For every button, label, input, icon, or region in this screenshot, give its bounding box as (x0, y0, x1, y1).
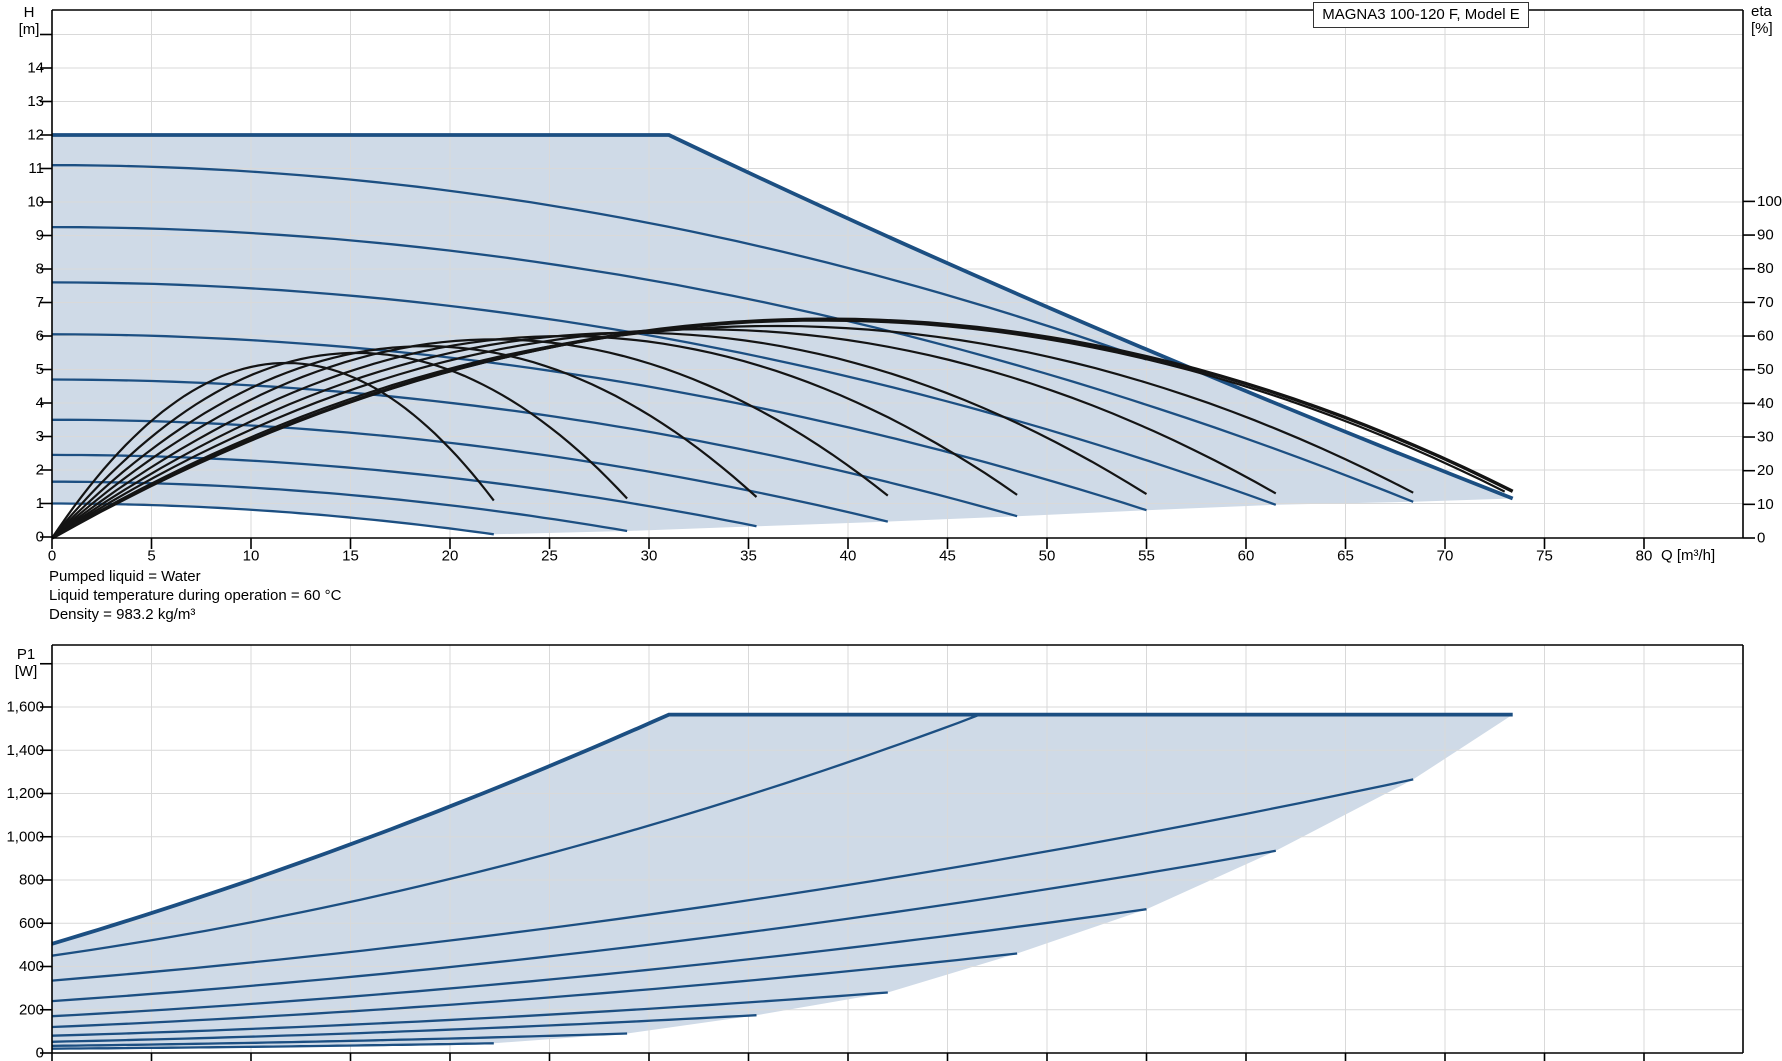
svg-text:60: 60 (1238, 548, 1255, 565)
svg-text:11: 11 (28, 160, 44, 177)
svg-text:20: 20 (1757, 462, 1774, 479)
svg-text:12: 12 (27, 127, 44, 144)
svg-text:9: 9 (36, 227, 44, 244)
svg-text:45: 45 (939, 548, 956, 565)
info-liquid-temperature: Liquid temperature during operation = 60… (49, 587, 342, 604)
p1-axis-label: P1 [W] (5, 646, 47, 680)
svg-text:55: 55 (1138, 548, 1155, 565)
svg-text:10: 10 (243, 548, 260, 565)
hq-chart-canvas: 0 5 10 15 20 25 30 35 40 45 50 55 60 65 70 75 8001234567… (27, 9, 1782, 565)
svg-text:6: 6 (36, 328, 44, 345)
liquid-info-block: Pumped liquid = Water Liquid temperature… (49, 567, 341, 624)
pump-model-title: MAGNA3 100-120 F, Model E (1313, 2, 1529, 28)
eta-axis-label-line1: eta (1751, 3, 1772, 20)
svg-text:30: 30 (1757, 429, 1774, 446)
h-axis-label: H [m] (8, 4, 50, 38)
svg-text:65: 65 (1337, 548, 1354, 565)
svg-text:5: 5 (36, 361, 44, 378)
svg-text:80: 80 (1636, 548, 1653, 565)
svg-text:1: 1 (36, 495, 44, 512)
svg-text:60: 60 (1757, 328, 1774, 345)
svg-text:80: 80 (1757, 260, 1774, 277)
svg-text:7: 7 (36, 294, 44, 311)
svg-text:14: 14 (27, 60, 44, 77)
svg-text:10: 10 (1757, 496, 1774, 513)
svg-text:1,400: 1,400 (6, 742, 44, 759)
p1-axis-label-line2: [W] (14, 663, 38, 680)
svg-text:13: 13 (27, 93, 44, 110)
svg-text:600: 600 (19, 915, 44, 932)
svg-text:40: 40 (1757, 395, 1774, 412)
svg-text:40: 40 (840, 548, 857, 565)
p1-axis-label-line1: P1 (16, 646, 36, 663)
svg-text:70: 70 (1757, 294, 1774, 311)
svg-text:25: 25 (541, 548, 558, 565)
svg-text:90: 90 (1757, 227, 1774, 244)
svg-text:8: 8 (36, 261, 44, 278)
svg-text:10: 10 (27, 194, 44, 211)
svg-text:100: 100 (1757, 193, 1782, 210)
svg-text:50: 50 (1039, 548, 1056, 565)
svg-text:0: 0 (48, 548, 56, 565)
info-density: Density = 983.2 kg/m³ (49, 606, 196, 623)
svg-text:5: 5 (147, 548, 155, 565)
svg-text:4: 4 (36, 395, 44, 412)
svg-text:0: 0 (36, 1045, 44, 1061)
svg-text:1,200: 1,200 (6, 785, 44, 802)
svg-text:50: 50 (1757, 361, 1774, 378)
svg-text:0: 0 (1757, 530, 1765, 547)
svg-text:2: 2 (36, 462, 44, 479)
h-axis-label-line1: H (23, 4, 35, 21)
svg-text:1,600: 1,600 (6, 699, 44, 716)
info-pumped-liquid: Pumped liquid = Water (49, 568, 201, 585)
eta-axis-label: eta [%] (1751, 3, 1773, 37)
svg-text:35: 35 (740, 548, 757, 565)
eta-axis-label-line2: [%] (1751, 20, 1773, 37)
svg-text:3: 3 (36, 428, 44, 445)
svg-text:400: 400 (19, 958, 44, 975)
h-axis-label-line2: [m] (18, 21, 40, 38)
q-axis-label: Q [m³/h] (1661, 547, 1716, 564)
svg-text:0: 0 (36, 529, 44, 546)
svg-text:200: 200 (19, 1001, 44, 1018)
svg-text:15: 15 (342, 548, 359, 565)
svg-text:75: 75 (1536, 548, 1553, 565)
svg-text:20: 20 (442, 548, 459, 565)
svg-text:800: 800 (19, 872, 44, 889)
power-chart-canvas: 0 200 400 600 800 1,000 1,200 1,400 1,600 (6, 644, 1744, 1061)
svg-text:1,000: 1,000 (6, 828, 44, 845)
svg-text:30: 30 (641, 548, 658, 565)
svg-text:70: 70 (1437, 548, 1454, 565)
